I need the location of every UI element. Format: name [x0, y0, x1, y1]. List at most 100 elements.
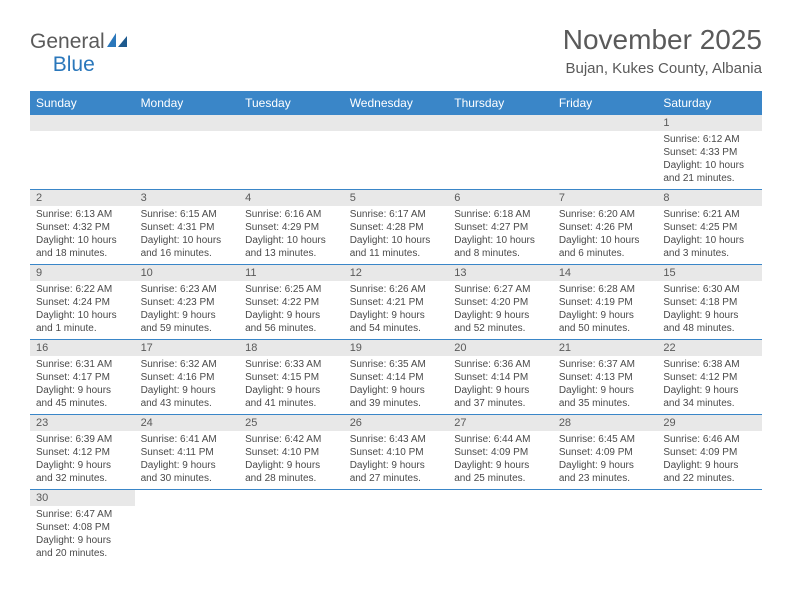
sunrise-text: Sunrise: 6:44 AM [454, 433, 547, 446]
day-details: Sunrise: 6:44 AMSunset: 4:09 PMDaylight:… [448, 431, 553, 489]
sunrise-text: Sunrise: 6:22 AM [36, 283, 129, 296]
sunrise-text: Sunrise: 6:15 AM [141, 208, 234, 221]
calendar-cell: 5Sunrise: 6:17 AMSunset: 4:28 PMDaylight… [344, 190, 449, 265]
calendar-cell [135, 490, 240, 565]
calendar-cell: 19Sunrise: 6:35 AMSunset: 4:14 PMDayligh… [344, 340, 449, 415]
calendar-cell: 16Sunrise: 6:31 AMSunset: 4:17 PMDayligh… [30, 340, 135, 415]
day-number: 29 [657, 415, 762, 431]
calendar-cell: 24Sunrise: 6:41 AMSunset: 4:11 PMDayligh… [135, 415, 240, 490]
col-monday: Monday [135, 91, 240, 115]
calendar-cell [344, 490, 449, 565]
day-details: Sunrise: 6:37 AMSunset: 4:13 PMDaylight:… [553, 356, 658, 414]
col-saturday: Saturday [657, 91, 762, 115]
day-number: 2 [30, 190, 135, 206]
sunset-text: Sunset: 4:13 PM [559, 371, 652, 384]
day-details: Sunrise: 6:47 AMSunset: 4:08 PMDaylight:… [30, 506, 135, 564]
daylight-text: Daylight: 9 hours and 48 minutes. [663, 309, 756, 335]
title-block: November 2025 Bujan, Kukes County, Alban… [563, 24, 762, 77]
day-details: Sunrise: 6:23 AMSunset: 4:23 PMDaylight:… [135, 281, 240, 339]
daylight-text: Daylight: 9 hours and 28 minutes. [245, 459, 338, 485]
sunrise-text: Sunrise: 6:32 AM [141, 358, 234, 371]
sunrise-text: Sunrise: 6:27 AM [454, 283, 547, 296]
daylight-text: Daylight: 10 hours and 16 minutes. [141, 234, 234, 260]
page-title: November 2025 [563, 24, 762, 56]
sunrise-text: Sunrise: 6:42 AM [245, 433, 338, 446]
day-details: Sunrise: 6:28 AMSunset: 4:19 PMDaylight:… [553, 281, 658, 339]
daylight-text: Daylight: 10 hours and 18 minutes. [36, 234, 129, 260]
sunrise-text: Sunrise: 6:47 AM [36, 508, 129, 521]
day-number: 18 [239, 340, 344, 356]
day-header-row: Sunday Monday Tuesday Wednesday Thursday… [30, 91, 762, 115]
daylight-text: Daylight: 9 hours and 35 minutes. [559, 384, 652, 410]
sunset-text: Sunset: 4:33 PM [663, 146, 756, 159]
sunset-text: Sunset: 4:12 PM [36, 446, 129, 459]
sunset-text: Sunset: 4:16 PM [141, 371, 234, 384]
sunset-text: Sunset: 4:14 PM [350, 371, 443, 384]
daylight-text: Daylight: 9 hours and 50 minutes. [559, 309, 652, 335]
day-details: Sunrise: 6:25 AMSunset: 4:22 PMDaylight:… [239, 281, 344, 339]
daylight-text: Daylight: 9 hours and 39 minutes. [350, 384, 443, 410]
day-number: 20 [448, 340, 553, 356]
day-number: 28 [553, 415, 658, 431]
daylight-text: Daylight: 9 hours and 41 minutes. [245, 384, 338, 410]
day-details: Sunrise: 6:20 AMSunset: 4:26 PMDaylight:… [553, 206, 658, 264]
logo-text-2: Blue [53, 53, 95, 77]
sunset-text: Sunset: 4:21 PM [350, 296, 443, 309]
calendar-cell [553, 490, 658, 565]
calendar-cell: 15Sunrise: 6:30 AMSunset: 4:18 PMDayligh… [657, 265, 762, 340]
day-number: 24 [135, 415, 240, 431]
calendar-cell: 20Sunrise: 6:36 AMSunset: 4:14 PMDayligh… [448, 340, 553, 415]
day-number: 13 [448, 265, 553, 281]
calendar-row: 30Sunrise: 6:47 AMSunset: 4:08 PMDayligh… [30, 490, 762, 565]
sunset-text: Sunset: 4:26 PM [559, 221, 652, 234]
daylight-text: Daylight: 9 hours and 20 minutes. [36, 534, 129, 560]
logo: General [30, 30, 127, 54]
daylight-text: Daylight: 9 hours and 23 minutes. [559, 459, 652, 485]
daylight-text: Daylight: 9 hours and 22 minutes. [663, 459, 756, 485]
day-number: 9 [30, 265, 135, 281]
sunrise-text: Sunrise: 6:21 AM [663, 208, 756, 221]
day-details: Sunrise: 6:21 AMSunset: 4:25 PMDaylight:… [657, 206, 762, 264]
daylight-text: Daylight: 9 hours and 59 minutes. [141, 309, 234, 335]
sunrise-text: Sunrise: 6:12 AM [663, 133, 756, 146]
day-details: Sunrise: 6:39 AMSunset: 4:12 PMDaylight:… [30, 431, 135, 489]
calendar-table: Sunday Monday Tuesday Wednesday Thursday… [30, 91, 762, 564]
sunset-text: Sunset: 4:17 PM [36, 371, 129, 384]
daylight-text: Daylight: 9 hours and 56 minutes. [245, 309, 338, 335]
day-number: 23 [30, 415, 135, 431]
day-number: 4 [239, 190, 344, 206]
day-number: 8 [657, 190, 762, 206]
day-details: Sunrise: 6:32 AMSunset: 4:16 PMDaylight:… [135, 356, 240, 414]
sunset-text: Sunset: 4:12 PM [663, 371, 756, 384]
sunset-text: Sunset: 4:15 PM [245, 371, 338, 384]
day-number [344, 115, 449, 131]
sunrise-text: Sunrise: 6:46 AM [663, 433, 756, 446]
col-sunday: Sunday [30, 91, 135, 115]
day-number: 25 [239, 415, 344, 431]
day-number: 21 [553, 340, 658, 356]
sunset-text: Sunset: 4:29 PM [245, 221, 338, 234]
day-details: Sunrise: 6:16 AMSunset: 4:29 PMDaylight:… [239, 206, 344, 264]
day-number: 22 [657, 340, 762, 356]
day-details: Sunrise: 6:26 AMSunset: 4:21 PMDaylight:… [344, 281, 449, 339]
sunset-text: Sunset: 4:28 PM [350, 221, 443, 234]
sunset-text: Sunset: 4:20 PM [454, 296, 547, 309]
calendar-cell: 22Sunrise: 6:38 AMSunset: 4:12 PMDayligh… [657, 340, 762, 415]
page-subtitle: Bujan, Kukes County, Albania [563, 60, 762, 77]
calendar-cell [30, 115, 135, 190]
calendar-cell: 8Sunrise: 6:21 AMSunset: 4:25 PMDaylight… [657, 190, 762, 265]
sunrise-text: Sunrise: 6:20 AM [559, 208, 652, 221]
sunset-text: Sunset: 4:08 PM [36, 521, 129, 534]
sunrise-text: Sunrise: 6:26 AM [350, 283, 443, 296]
day-number [135, 115, 240, 131]
calendar-cell: 9Sunrise: 6:22 AMSunset: 4:24 PMDaylight… [30, 265, 135, 340]
calendar-cell [448, 490, 553, 565]
sunset-text: Sunset: 4:18 PM [663, 296, 756, 309]
sunrise-text: Sunrise: 6:31 AM [36, 358, 129, 371]
sunset-text: Sunset: 4:19 PM [559, 296, 652, 309]
day-number [448, 490, 553, 506]
calendar-cell [135, 115, 240, 190]
day-details: Sunrise: 6:33 AMSunset: 4:15 PMDaylight:… [239, 356, 344, 414]
day-number: 5 [344, 190, 449, 206]
col-wednesday: Wednesday [344, 91, 449, 115]
